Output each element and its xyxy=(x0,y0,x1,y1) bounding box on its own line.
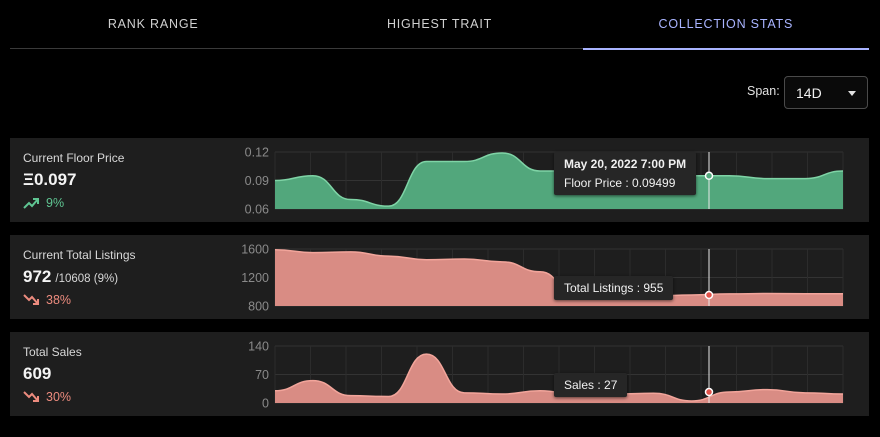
tab-rank-range[interactable]: RANK RANGE xyxy=(107,17,199,31)
tab-highest-trait[interactable]: HIGHEST TRAIT xyxy=(386,17,493,31)
tooltip-date: May 20, 2022 7:00 PM xyxy=(564,157,687,171)
tooltip-value: Total Listings : 955 xyxy=(564,281,664,295)
area-fill xyxy=(275,249,843,306)
span-select-value: 14D xyxy=(796,84,822,101)
total-sales-change: 30% xyxy=(23,390,71,404)
total-sales-chart[interactable]: 140 70 0 xyxy=(10,332,869,416)
total-listings-value-row: 972/10608 (9%) xyxy=(23,267,118,287)
span-select[interactable]: 14D xyxy=(784,76,868,109)
total-listings-tooltip: Total Listings : 955 xyxy=(554,276,674,300)
floor-price-title: Current Floor Price xyxy=(23,151,125,165)
floor-price-value: Ξ0.097 xyxy=(23,170,77,189)
hover-point xyxy=(704,290,714,300)
y-tick-label: 140 xyxy=(248,340,269,354)
total-listings-change: 38% xyxy=(23,293,71,307)
total-sales-tooltip: Sales : 27 xyxy=(554,373,628,397)
y-tick-label: 800 xyxy=(248,300,269,314)
trending-down-icon xyxy=(23,294,39,305)
floor-price-change: 9% xyxy=(23,196,64,210)
total-sales-title: Total Sales xyxy=(23,345,82,359)
y-tick-label: 1200 xyxy=(241,271,269,285)
area-fill xyxy=(275,354,843,403)
y-tick-label: 70 xyxy=(255,368,269,382)
trending-down-icon xyxy=(23,391,39,402)
span-label: Span: xyxy=(747,84,780,98)
trending-up-icon xyxy=(23,198,39,209)
y-tick-label: 0.12 xyxy=(245,146,269,160)
y-tick-label: 0.09 xyxy=(245,174,269,188)
tab-collection-stats[interactable]: COLLECTION STATS xyxy=(582,0,870,50)
floor-price-change-value: 9% xyxy=(46,196,65,210)
total-listings-sub: /10608 (9%) xyxy=(55,273,119,285)
tab-bar: RANK RANGE HIGHEST TRAIT COLLECTION STAT… xyxy=(10,0,870,50)
total-sales-value: 609 xyxy=(23,364,52,383)
total-listings-value: 972 xyxy=(23,267,52,286)
total-listings-change-value: 38% xyxy=(46,293,72,307)
y-tick-label: 1600 xyxy=(241,243,269,257)
floor-price-chart[interactable]: 0.12 0.09 0.06 xyxy=(10,138,869,222)
hover-point xyxy=(704,171,714,181)
tooltip-value: Floor Price : 0.09499 xyxy=(564,176,676,190)
total-sales-panel: Total Sales 609 30% 140 70 0 Sales : 27 xyxy=(10,332,869,416)
y-tick-label: 0 xyxy=(262,397,269,411)
floor-price-panel: Current Floor Price Ξ0.097 9% 0.12 0.09 0.… xyxy=(10,138,869,222)
tooltip-value: Sales : 27 xyxy=(564,378,618,392)
caret-down-icon xyxy=(848,91,856,96)
floor-price-tooltip: May 20, 2022 7:00 PM Floor Price : 0.094… xyxy=(554,152,697,195)
y-tick-label: 0.06 xyxy=(245,203,269,217)
total-sales-change-value: 30% xyxy=(46,390,72,404)
total-listings-panel: Current Total Listings 972/10608 (9%) 38… xyxy=(10,235,869,319)
hover-point xyxy=(704,387,714,397)
total-listings-title: Current Total Listings xyxy=(23,248,136,262)
total-listings-chart[interactable]: 1600 1200 800 xyxy=(10,235,869,319)
